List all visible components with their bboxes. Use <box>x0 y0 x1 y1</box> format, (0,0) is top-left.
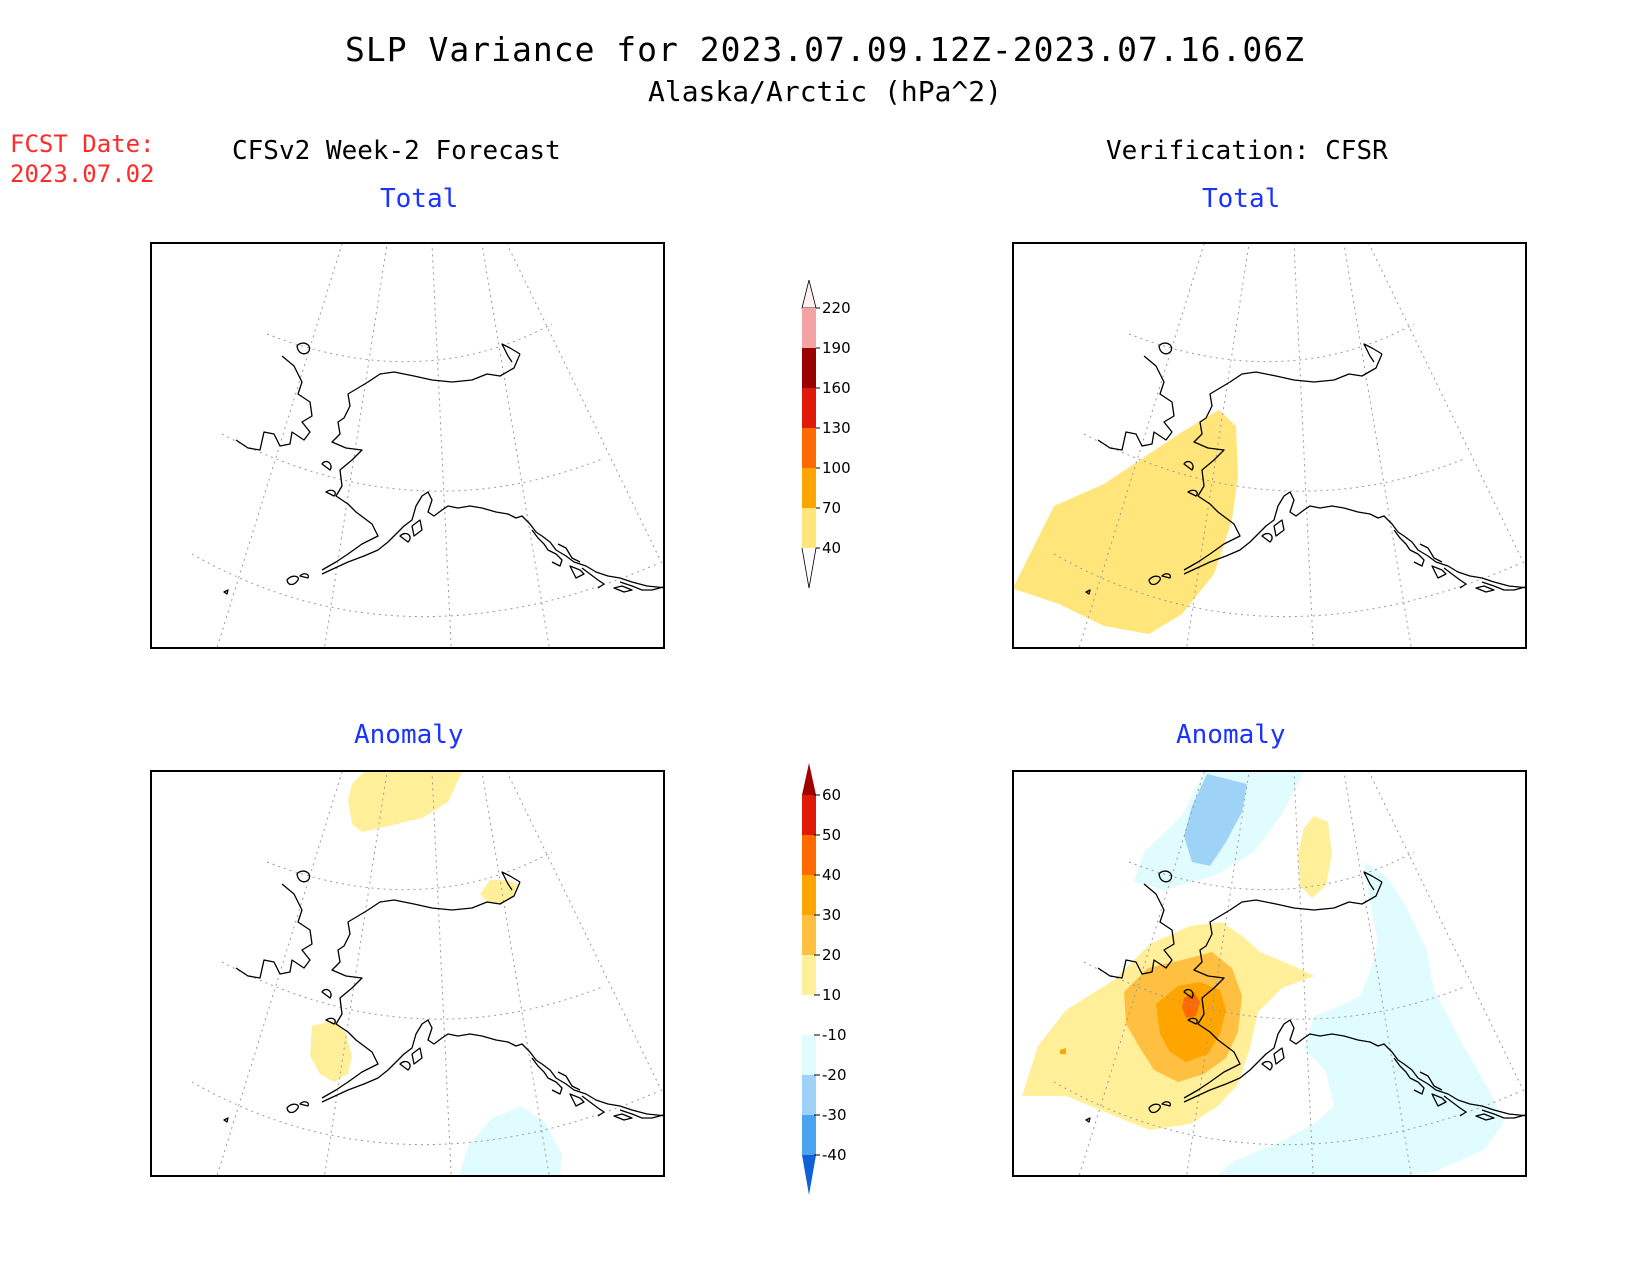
colorbar-bottom-tip <box>801 547 817 589</box>
colorbar-top-tip <box>802 763 816 795</box>
colorbar-segment <box>802 468 816 508</box>
verify-anomaly-label: Anomaly <box>1176 720 1286 750</box>
colorbar-segment <box>802 1075 816 1115</box>
anomaly-negative-area <box>1218 862 1504 1175</box>
forecast-anomaly-map <box>150 770 665 1177</box>
colorbar-segment <box>802 995 816 1035</box>
colorbar-tick-label: 10 <box>822 986 841 1004</box>
colorbar-tick-label: 50 <box>822 826 841 844</box>
colorbar-tick-label: -30 <box>822 1106 847 1124</box>
total-variance-contour <box>1014 410 1238 634</box>
verify-total-label: Total <box>1202 184 1281 214</box>
colorbar-tick-label: 20 <box>822 946 841 964</box>
colorbar-tick-label: 160 <box>822 379 851 397</box>
anomaly-positive-area <box>310 1020 352 1082</box>
colorbar-segment <box>802 1035 816 1075</box>
colorbar-segment <box>802 508 816 548</box>
colorbar-segment <box>802 1115 816 1155</box>
forecast-total-map <box>150 242 665 649</box>
fcst-date-label: FCST Date: <box>10 130 155 158</box>
colorbar-segment <box>802 388 816 428</box>
colorbar-segment <box>802 835 816 875</box>
anomaly-colorbar: 60 50 40 30 20 10 -10 -20 -30 -40 <box>802 763 847 1195</box>
forecast-column-title: CFSv2 Week-2 Forecast <box>232 136 561 166</box>
verification-total-map <box>1012 242 1527 649</box>
map-subtitle: Alaska/Arctic (hPa^2) <box>647 75 1002 108</box>
forecast-total-label: Total <box>380 184 459 214</box>
fcst-date-value: 2023.07.02 <box>10 160 155 188</box>
colorbar-segment <box>802 308 816 348</box>
colorbar-tick-label: 30 <box>822 906 841 924</box>
colorbar-segment <box>802 348 816 388</box>
colorbar-tick-label: 60 <box>822 786 841 804</box>
colorbar-segment <box>802 875 816 915</box>
anomaly-positive-area <box>1060 1048 1066 1054</box>
total-colorbar: 220 190 160 130 100 70 40 <box>801 280 851 589</box>
colorbar-segment <box>802 428 816 468</box>
colorbar-segment <box>802 955 816 995</box>
colorbar-tick-label: 130 <box>822 419 851 437</box>
colorbar-bottom-tip <box>802 1155 816 1195</box>
colorbar-top-tip <box>801 280 817 309</box>
anomaly-negative-area <box>1184 774 1247 866</box>
anomaly-positive-area <box>1182 992 1200 1018</box>
colorbar-tick-label: 100 <box>822 459 851 477</box>
colorbar-tick-label: 40 <box>822 539 841 557</box>
colorbar-tick-label: 40 <box>822 866 841 884</box>
colorbar-tick-label: 220 <box>822 299 851 317</box>
colorbar-segment <box>802 795 816 835</box>
forecast-anomaly-label: Anomaly <box>354 720 464 750</box>
colorbar-tick-label: -20 <box>822 1066 847 1084</box>
anomaly-positive-area <box>1298 816 1332 898</box>
colorbar-tick-label: -40 <box>822 1146 847 1164</box>
map-title: SLP Variance for 2023.07.09.12Z-2023.07.… <box>345 30 1305 69</box>
colorbar-tick-label: 190 <box>822 339 851 357</box>
verification-column-title: Verification: CFSR <box>1106 136 1388 166</box>
colorbar-segment <box>802 915 816 955</box>
anomaly-negative-area <box>459 1106 562 1175</box>
verification-anomaly-map <box>1012 770 1527 1177</box>
anomaly-positive-area <box>480 880 518 904</box>
colorbar-tick-label: -10 <box>822 1026 847 1044</box>
colorbar-tick-label: 70 <box>822 499 841 517</box>
anomaly-positive-area <box>348 772 462 832</box>
